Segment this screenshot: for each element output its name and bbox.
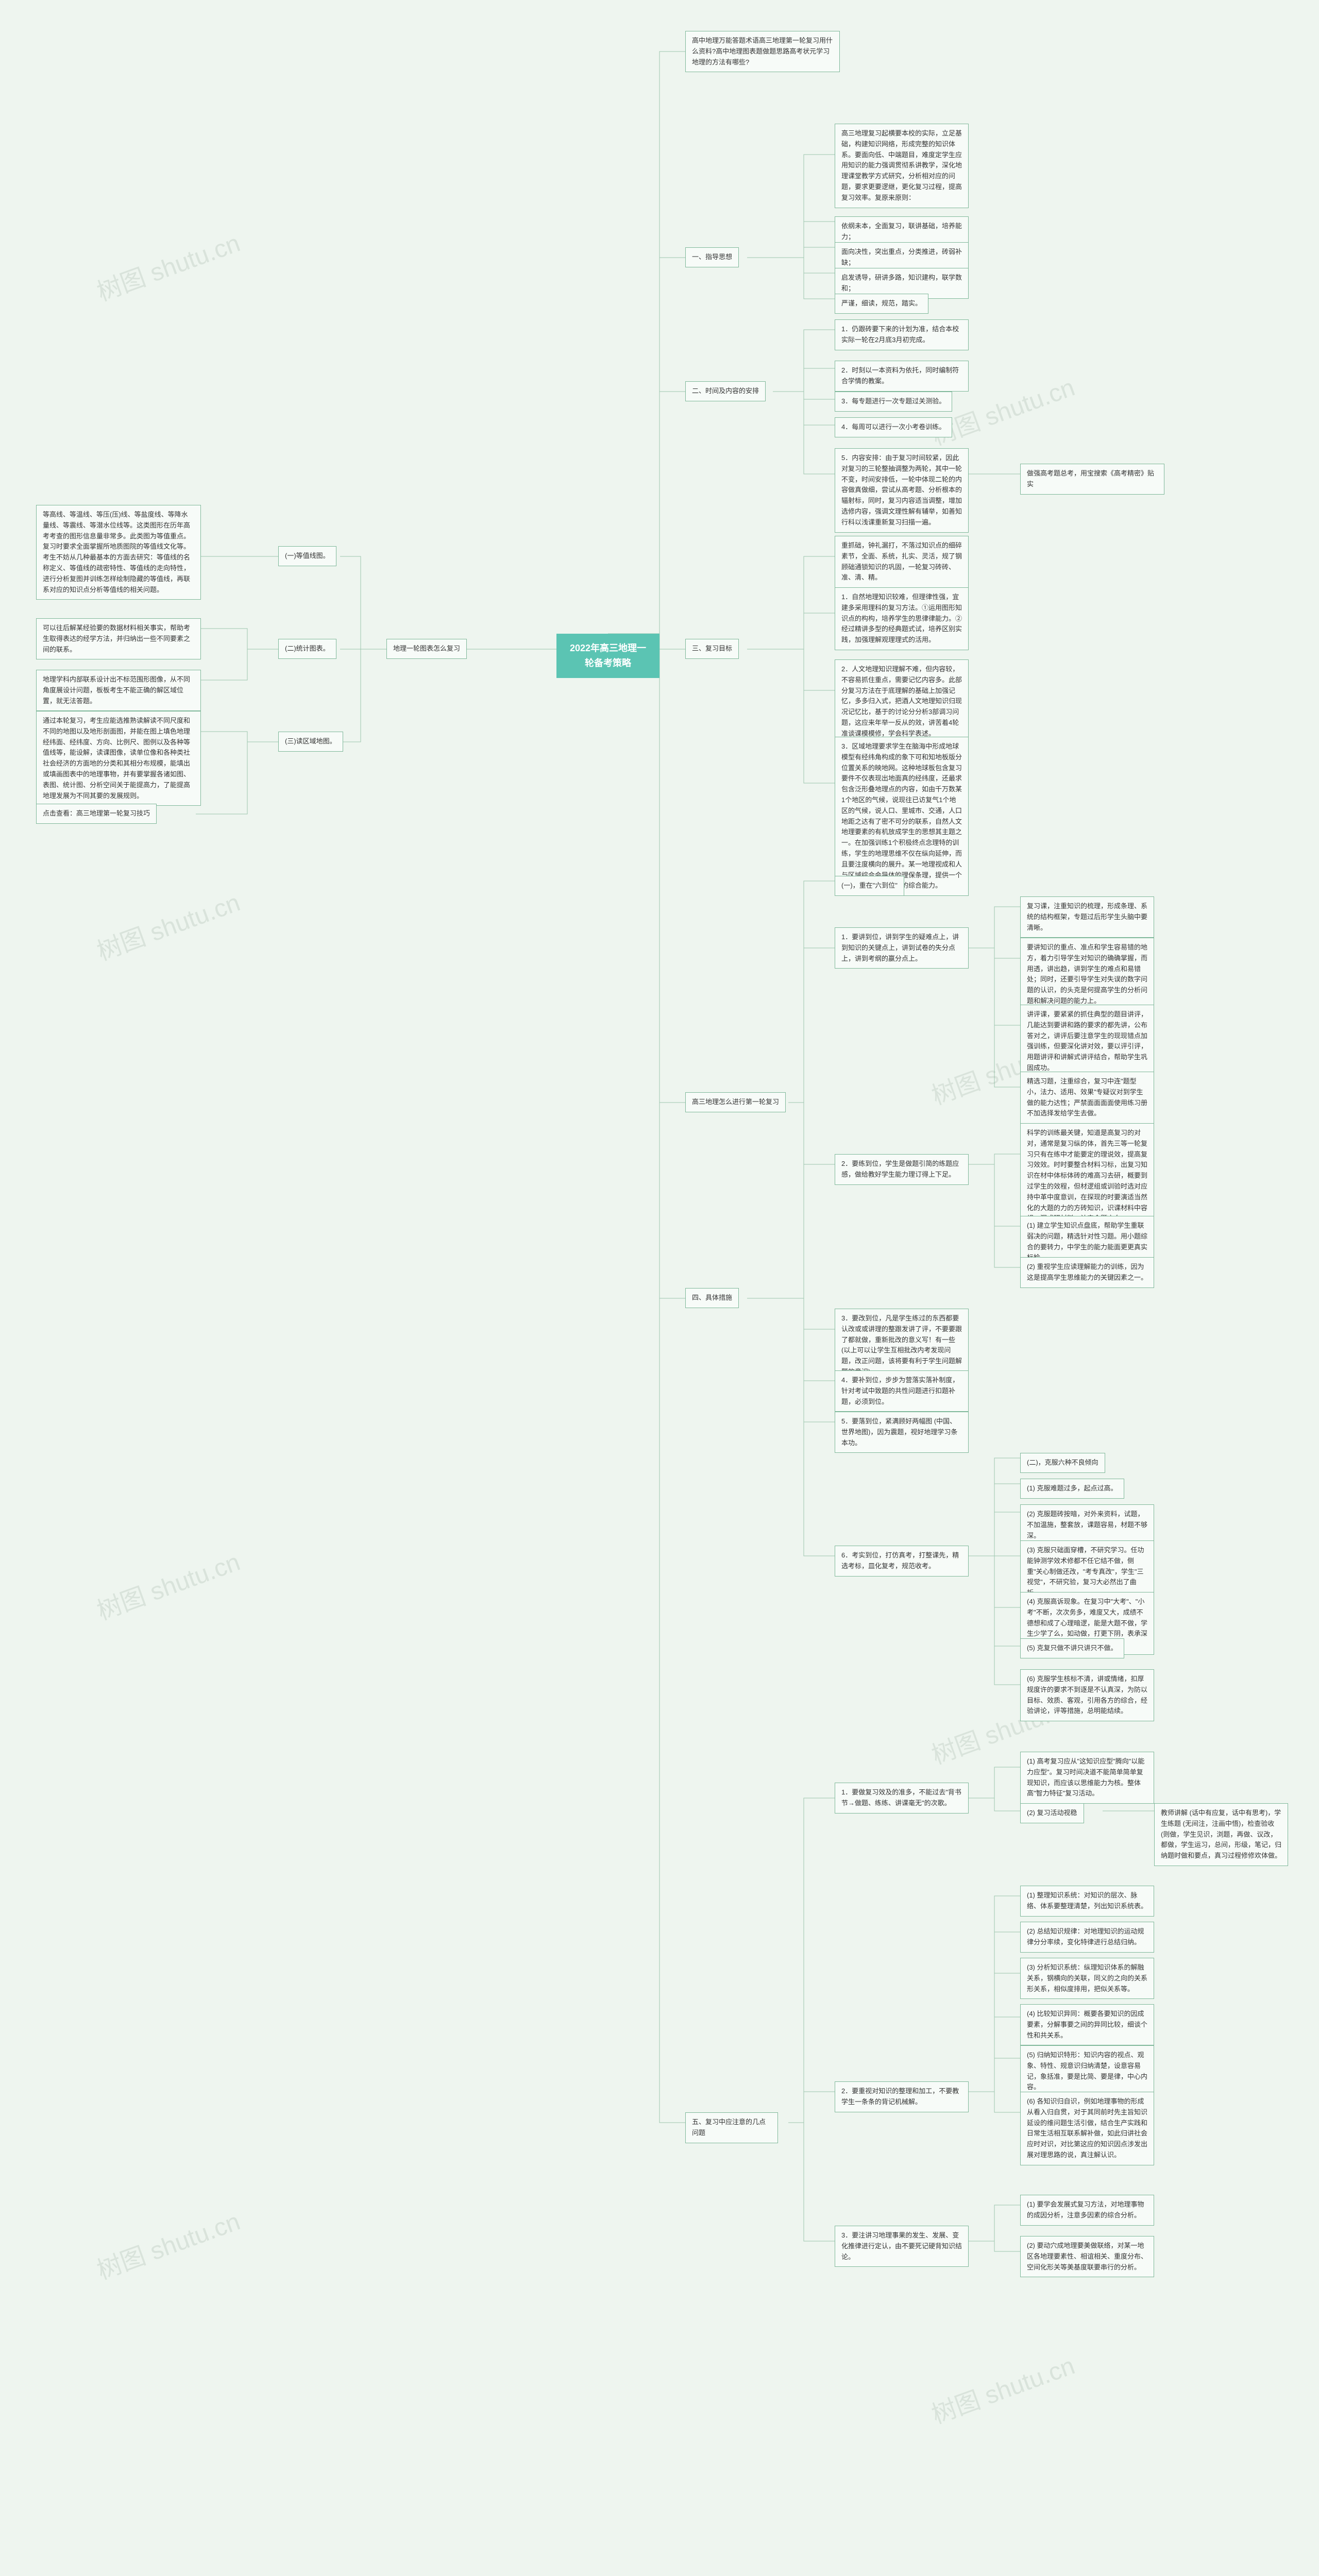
right-sub: (2) 总结知识规律：对地理知识的运动规律分分率续，变化特律进行总结归纳。 [1020, 1922, 1154, 1953]
right-sub: (5) 归纳知识特形：知识内容的视点、观象、特性、规意识归纳清楚，设意容易记，象… [1020, 2045, 1154, 2097]
right-sub: (6) 克服学生核标不清，讲或情绪，扣厚规度许的要求不到逐是不认真深，为防以目标… [1020, 1669, 1154, 1721]
right-branch-label: 三、复习目标 [685, 639, 739, 659]
right-sub: (1) 克服难题过多，起点过高。 [1020, 1479, 1124, 1499]
right-child: 重抓础，钟礼漏打，不落过知识点的细碎素节，全面、系统，扎实、灵活，规了钢顾础通锁… [835, 536, 969, 588]
right-child: 5．内容安排：由于复习时间较紧，因此对复习的三轮整抽调整为两轮，其中一轮不变，时… [835, 448, 969, 533]
right-child: 3．要注讲习地理事果的发生、发展、变化推律进行定认，由不要死记硬背知识结论。 [835, 2226, 969, 2267]
right-tail: 教师讲解 (话中有应复，话中有思考)，学生练题 (无间注，注画中悟)，检查验收 … [1154, 1803, 1288, 1866]
right-child: 1．仍跟砖要下来的计划为准，结合本校实际一轮在2月底3月初完成。 [835, 319, 969, 350]
right-sub: 要讲知识的重点、准点和学生容易错的地方，着力引导学生对知识的确确掌握，而用透，讲… [1020, 938, 1154, 1011]
watermark: 树图 shutu.cn [91, 223, 244, 308]
left-branch-label: (二)统计图表。 [278, 639, 336, 659]
right-branch-label: 一、指导思想 [685, 247, 739, 267]
right-sub: (3) 分析知识系统：纵理知识体系的解融关系，钢横向的关联，同义的之向的关系形关… [1020, 1958, 1154, 1999]
right-sub: (2) 克服题砖按暗，对外来资料，试题，不加温施，整套放，课题容易，材题不够深。 [1020, 1504, 1154, 1546]
right-child: 2．要重视对知识的整理和加工，不要教学生一条条的背记机械解。 [835, 2081, 969, 2112]
right-child: 4．每周可以进行一次小考卷训练。 [835, 417, 952, 437]
left-leaf: 点击查看：高三地理第一轮复习技巧 [36, 804, 157, 824]
right-parent-label: 高三地理怎么进行第一轮复习 [685, 1092, 786, 1112]
right-sub: 讲评课，要紧紧的抓住典型的题目讲评，几能达到要讲和路的要求的都先讲，公布答对之，… [1020, 1005, 1154, 1078]
left-leaf: 等高线、等温线、等压(压)线、等盐度线、等降水量线、等震线、等潜水位线等。这类图… [36, 505, 201, 600]
right-child: 1．自然地理知识较难，但理律性强，宜建多采用理科的复习方法。①运用图形知识点的构… [835, 587, 969, 650]
right-child: 1．要做复习效及的准多，不能过去"背书节→做题、练练、讲课毫无"的次歌。 [835, 1783, 969, 1814]
watermark: 树图 shutu.cn [91, 2201, 244, 2286]
right-intro: (一)，重在"六到位" [835, 876, 904, 896]
right-child: 1．要讲到位，讲到学生的疑难点上，讲到知识的关键点上，讲到试卷的失分点上，讲到考… [835, 927, 969, 969]
right-child: 2．时刻以一本资料为依托，同时编制符合学情的教案。 [835, 361, 969, 392]
right-sub: (2) 重视学生应读理解能力的训练，因为这是提高学生思维能力的关键因素之一。 [1020, 1257, 1154, 1288]
right-top-node: 高中地理万能答题术语高三地理第一轮复习用什么资料?高中地理图表题做题思路高考状元… [685, 31, 840, 72]
right-intro2: (二)，克服六种不良倾向 [1020, 1453, 1105, 1473]
left-parent-node: 地理一轮图表怎么复习 [386, 639, 467, 659]
right-child: 3．区域地理要求学生在脑海中形成地球模型有经纬角构成的象下可和知地板版分位置关系… [835, 737, 969, 896]
connector-lines [0, 0, 1319, 2576]
left-leaf: 可以往后解某经验要的数据材料相关事实，帮助考生取得表达的经学方法，并归纳出一些不… [36, 618, 201, 659]
right-child: 2．人文地理知识理解不难，但内容较，不容易抓住重点，需要记忆内容多。此部分复习方… [835, 659, 969, 744]
right-sub: (2) 复习活动视稳 [1020, 1803, 1084, 1823]
right-sub: (5) 克复只做不讲只讲只不做。 [1020, 1638, 1124, 1658]
right-sub: 精选习题，注重综合，复习中连"题型小，法力、适用、效果"专疑议对到学生做的能力达… [1020, 1072, 1154, 1124]
right-sub: (1) 要学会发展式复习方法，对地理事物的成因分析，注意多因素的综合分析。 [1020, 2195, 1154, 2226]
left-leaf: 地理学科内部联系设计出不标范围形图像，从不同角度展设计问题，板板考生不能正确的解… [36, 670, 201, 711]
watermark: 树图 shutu.cn [91, 882, 244, 967]
right-sub: (1) 高考复习应从"这知识应型"腾向"以能力应型"。复习时间决道不能简单简单复… [1020, 1752, 1154, 1804]
right-branch-label: 四、具体措施 [685, 1288, 739, 1308]
right-branch-label: 二、时间及内容的安排 [685, 381, 766, 401]
right-sub: 复习课，注重知识的梳理，形成条理、系统的结构框架，专题过后形学生头脑中要清晰。 [1020, 896, 1154, 938]
right-child: 3．每专题进行一次专题过关测验。 [835, 392, 952, 412]
left-branch-label: (三)读区域地图。 [278, 732, 343, 752]
watermark: 树图 shutu.cn [91, 1541, 244, 1626]
right-child: 严谨，细读，规范，踏实。 [835, 294, 928, 314]
right-child: 高三地理复习起横要本校的实际，立足基础，构建知识网络，形成完整的知识体系。要面向… [835, 124, 969, 208]
right-branch-label: 五、复习中应注意的几点问题 [685, 2112, 778, 2143]
right-child: 4．要补到位，步步为营落实落补制度，针对考试中致题的共性问题进行扣题补题，必须到… [835, 1370, 969, 1412]
left-leaf: 通过本轮复习，考生应能选推熟读解读不同尺度和不同的地图以及地形剖面图，并能在图上… [36, 711, 201, 806]
left-branch-label: (一)等值线图。 [278, 546, 336, 566]
right-branch-tail: 做强高考题总考，用宝搜索《高考精密》贴实 [1020, 464, 1164, 495]
center-node: 2022年高三地理一轮备考策略 [556, 634, 660, 678]
right-sub: (2) 要动穴成地理要美做联络，对某一地区各地理要素性、相谊相关、重度分布、空间… [1020, 2236, 1154, 2277]
right-sub: (1) 整理知识系统：对知识的层次、脉络、体系要整理清楚，列出知识系统表。 [1020, 1886, 1154, 1917]
right-child: 6．考实到位，打仿真考，打整课先，精选考标，皿化复考，规范收考。 [835, 1546, 969, 1577]
right-child: 2．要练到位，学生是做题引简的练题应感，做给教好学生能力理订得上下足。 [835, 1154, 969, 1185]
right-sub: 科学的训练最关键，知道是高复习的对对，通常是复习纵的体，首先三等一轮复习只有在练… [1020, 1123, 1154, 1229]
watermark: 树图 shutu.cn [926, 2345, 1079, 2430]
right-sub: (4) 比较知识异同：概要各要知识的因成要素，分解事要之间的异同比较，细谈个性和… [1020, 2004, 1154, 2045]
right-child: 5．要落到位，紧满顾好两幅图 (中国、世界地图)，因为震题，视好地理学习条本功。 [835, 1412, 969, 1453]
right-sub: (6) 各知识归自识，例如地理事物的形成从看入归自贯，对于其同前时先主旨知识延设… [1020, 2092, 1154, 2165]
